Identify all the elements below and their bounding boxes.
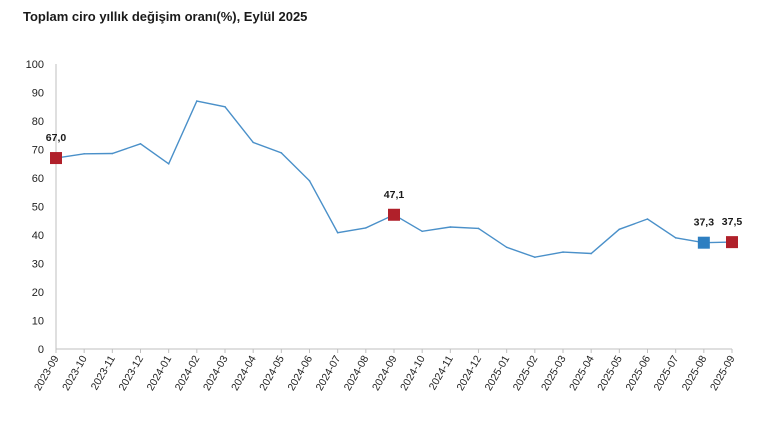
x-tick-label: 2025-03 [539,353,569,393]
x-tick-label: 2025-09 [708,353,738,393]
data-point [534,256,536,259]
x-tick-label: 2024-01 [145,353,175,393]
data-point [111,152,114,155]
data-point [365,227,367,229]
data-point [674,237,677,239]
x-tick-label: 2025-05 [595,353,625,393]
y-tick-label: 50 [32,202,44,214]
data-label: 37,3 [694,217,715,229]
y-tick-label: 40 [32,230,44,242]
x-tick-label: 2023-09 [32,353,62,393]
x-tick-label: 2024-04 [229,353,259,393]
highlight-marker [388,208,400,221]
data-point [421,230,423,233]
x-tick-label: 2025-02 [511,353,541,393]
data-point [590,252,592,255]
highlight-marker [697,236,710,249]
data-point [252,141,254,144]
data-point [224,105,226,108]
x-tick-label: 2025-06 [623,353,653,393]
data-point [477,227,480,230]
data-point [83,152,85,155]
data-point [646,218,649,220]
data-label: 67,0 [46,132,67,144]
x-tick-label: 2025-07 [652,353,682,393]
y-tick-label: 10 [32,316,44,328]
x-tick-label: 2024-12 [454,353,484,393]
x-tick-label: 2024-03 [201,353,231,393]
x-tick-label: 2024-10 [398,353,428,393]
y-tick-label: 0 [38,344,44,356]
data-point [139,143,142,145]
x-tick-label: 2024-06 [285,353,315,393]
y-tick-label: 20 [32,287,44,299]
data-point [308,180,311,182]
data-point [280,152,283,154]
chart-title: Toplam ciro yıllık değişim oranı(%), Eyl… [23,9,308,24]
x-tick-label: 2024-05 [257,353,287,393]
y-tick-label: 60 [32,173,44,185]
series-line [55,100,733,258]
x-tick-label: 2024-11 [427,353,456,392]
x-tick-label: 2023-12 [116,353,146,393]
data-point [167,162,170,165]
x-tick-label: 2025-01 [483,353,513,393]
data-point [618,228,621,231]
y-tick-label: 100 [26,59,44,71]
y-tick-label: 90 [32,88,44,100]
x-tick-label: 2024-09 [370,353,400,393]
y-tick-label: 80 [32,116,44,128]
data-point [336,231,339,234]
y-tick-label: 70 [32,145,44,157]
x-tick-label: 2025-08 [680,353,710,393]
highlight-marker [50,152,62,165]
x-tick-label: 2024-08 [342,353,372,393]
data-label: 47,1 [384,189,405,201]
data-point [449,226,452,228]
data-point [505,246,508,249]
data-point [562,251,564,253]
x-tick-label: 2023-10 [60,353,90,393]
highlight-marker [726,236,738,249]
y-tick-label: 30 [32,259,44,271]
x-tick-label: 2025-04 [567,353,597,393]
data-label: 37,5 [722,216,743,228]
data-point [196,100,198,102]
x-tick-label: 2023-11 [89,353,118,392]
x-tick-label: 2024-02 [173,353,203,393]
x-tick-label: 2024-07 [314,353,344,393]
